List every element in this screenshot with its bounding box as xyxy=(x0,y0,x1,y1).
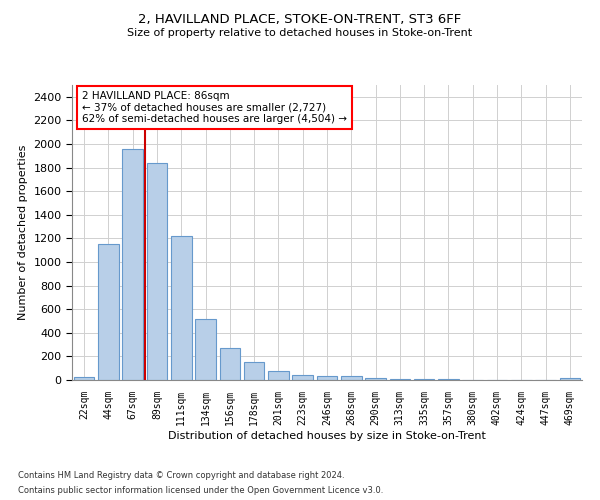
Bar xyxy=(292,374,313,380)
Bar xyxy=(171,236,191,380)
Bar xyxy=(341,376,362,380)
X-axis label: Distribution of detached houses by size in Stoke-on-Trent: Distribution of detached houses by size … xyxy=(168,430,486,440)
Bar xyxy=(414,379,434,380)
Text: Contains HM Land Registry data © Crown copyright and database right 2024.: Contains HM Land Registry data © Crown c… xyxy=(18,471,344,480)
Bar xyxy=(220,348,240,380)
Text: 2, HAVILLAND PLACE, STOKE-ON-TRENT, ST3 6FF: 2, HAVILLAND PLACE, STOKE-ON-TRENT, ST3 … xyxy=(139,12,461,26)
Bar xyxy=(146,163,167,380)
Text: 2 HAVILLAND PLACE: 86sqm
← 37% of detached houses are smaller (2,727)
62% of sem: 2 HAVILLAND PLACE: 86sqm ← 37% of detach… xyxy=(82,91,347,124)
Bar xyxy=(268,371,289,380)
Text: Size of property relative to detached houses in Stoke-on-Trent: Size of property relative to detached ho… xyxy=(127,28,473,38)
Bar xyxy=(560,378,580,380)
Bar xyxy=(317,376,337,380)
Bar xyxy=(389,379,410,380)
Text: Contains public sector information licensed under the Open Government Licence v3: Contains public sector information licen… xyxy=(18,486,383,495)
Bar xyxy=(244,362,265,380)
Bar xyxy=(74,377,94,380)
Bar xyxy=(195,318,216,380)
Bar xyxy=(98,244,119,380)
Bar xyxy=(365,378,386,380)
Y-axis label: Number of detached properties: Number of detached properties xyxy=(18,145,28,320)
Bar xyxy=(122,148,143,380)
